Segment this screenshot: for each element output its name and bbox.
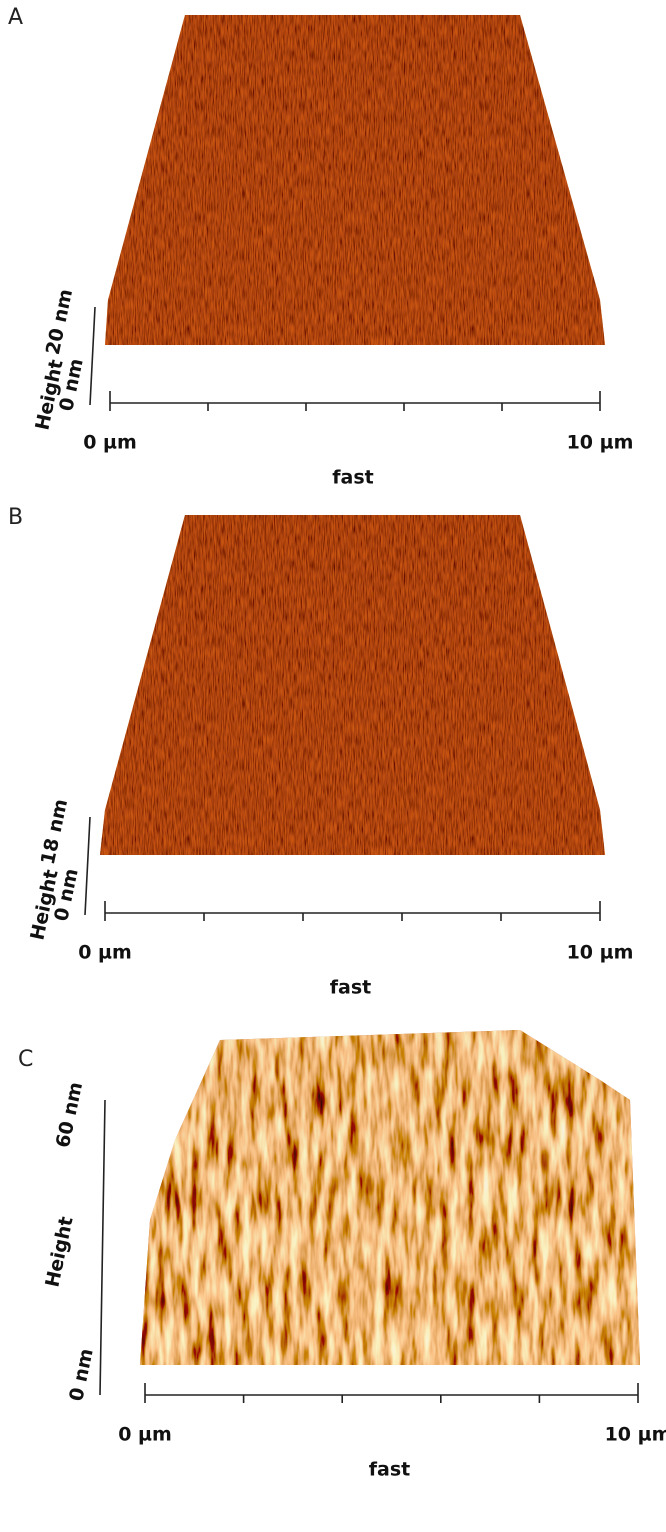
panel: C 0 µm 10 µm fast 60 nm 0 nm Height [18,1030,666,1481]
x-axis-title: fast [330,977,371,999]
afm-texture [105,15,605,345]
panel-label: A [8,5,23,30]
x-axis-title: fast [369,1459,410,1481]
x-end-label: 10 µm [567,942,634,964]
height-min-label: 0 nm [65,1347,98,1404]
height-axis [84,816,91,916]
x-end-label: 10 µm [567,432,634,454]
panel-label: C [18,1047,33,1072]
afm-texture [100,515,605,855]
height-max-label: 60 nm [52,1080,87,1150]
height-max-label: 18 nm [37,797,72,867]
height-axis-title: Height [41,1215,77,1290]
x-start-label: 0 µm [78,942,132,964]
afm-texture [140,1030,640,1365]
height-axis [89,306,96,406]
x-end-label: 10 µm [605,1424,666,1446]
x-axis-title: fast [332,467,373,489]
x-start-label: 0 µm [83,432,137,454]
height-axis [99,1099,106,1396]
panel-label: B [8,505,23,530]
x-start-label: 0 µm [118,1424,172,1446]
height-max-label: 20 nm [42,287,77,357]
